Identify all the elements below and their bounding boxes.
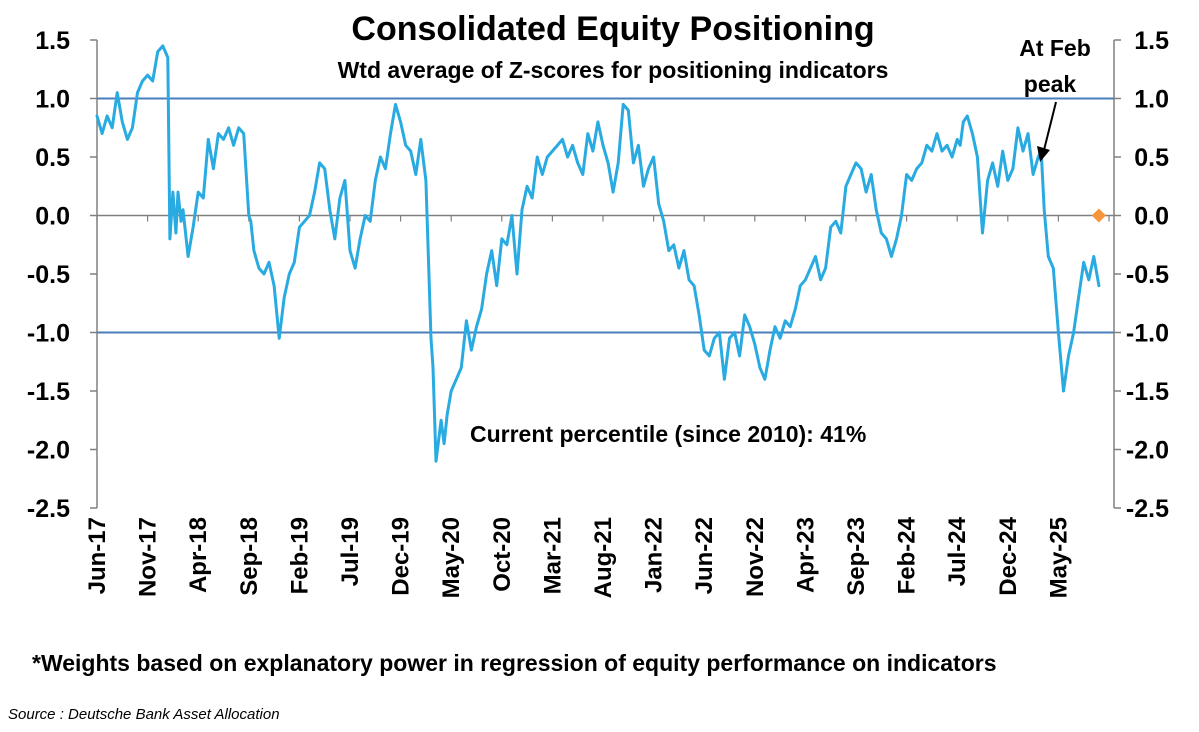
source-note: Source : Deutsche Bank Asset Allocation xyxy=(8,706,280,723)
annotation-feb-peak-line2: peak xyxy=(1024,71,1077,97)
y-tick-label-left: 1.5 xyxy=(35,27,70,55)
feb-peak-arrow-head xyxy=(1037,146,1050,162)
y-tick-label-left: -2.0 xyxy=(27,437,70,465)
y-tick-label-right: -2.0 xyxy=(1126,437,1169,465)
x-tick-label: May-20 xyxy=(438,517,465,598)
x-tick-label: Dec-19 xyxy=(388,517,415,596)
y-tick-label-left: 0.5 xyxy=(35,144,70,172)
x-tick-label: Jul-19 xyxy=(337,517,364,586)
x-tick-label: Nov-17 xyxy=(135,517,162,597)
y-tick-label-right: -2.5 xyxy=(1126,495,1169,523)
x-tick-label: May-25 xyxy=(1045,517,1072,598)
x-tick-label: Oct-20 xyxy=(489,517,516,592)
feb-peak-arrow-line xyxy=(1043,101,1057,151)
series-line-consolidated-positioning xyxy=(95,44,1101,463)
y-tick-label-right: -0.5 xyxy=(1126,261,1169,289)
x-tick-label: Feb-19 xyxy=(286,517,313,594)
y-tick-label-left: -1.5 xyxy=(27,378,70,406)
y-tick-label-left: -2.5 xyxy=(27,495,70,523)
current-point-marker xyxy=(1091,208,1106,223)
x-tick-label: Jun-17 xyxy=(84,517,111,594)
y-tick-label-right: 1.5 xyxy=(1134,27,1169,55)
x-tick-label: Apr-18 xyxy=(185,517,212,593)
chart-title: Consolidated Equity Positioning xyxy=(351,10,874,48)
footnote: *Weights based on explanatory power in r… xyxy=(32,650,997,676)
x-tick-label: Sep-18 xyxy=(236,517,263,596)
y-tick-label-right: 1.0 xyxy=(1134,86,1169,114)
y-tick-label-right: -1.0 xyxy=(1126,320,1169,348)
x-tick-label: Aug-21 xyxy=(590,517,617,598)
y-tick-label-left: 1.0 xyxy=(35,86,70,114)
x-tick-label: Feb-24 xyxy=(894,516,921,594)
x-tick-label: Jan-22 xyxy=(641,517,668,593)
y-tick-label-right: 0.5 xyxy=(1134,144,1169,172)
plot-area: 1.5 1.5 1.0 1.0 0.5 0.5 0.0 0.0 -0.5 -0.5 -1.0 -1.0… xyxy=(27,27,1169,598)
x-tick-label: Mar-21 xyxy=(539,517,566,594)
y-tick-label-left: -0.5 xyxy=(27,261,70,289)
x-tick-label: Jul-24 xyxy=(944,516,971,586)
x-tick-label: Sep-23 xyxy=(843,517,870,596)
annotation-percentile: Current percentile (since 2010): 41% xyxy=(470,421,866,447)
y-tick-label-left: -1.0 xyxy=(27,320,70,348)
y-tick-label-right: -1.5 xyxy=(1126,378,1169,406)
x-tick-label: Dec-24 xyxy=(995,516,1022,595)
x-tick-label: Jun-22 xyxy=(691,517,718,594)
y-tick-label-right: 0.0 xyxy=(1134,203,1169,231)
x-tick-label: Apr-23 xyxy=(792,517,819,593)
chart-subtitle: Wtd average of Z-scores for positioning … xyxy=(338,57,889,83)
annotation-feb-peak-line1: At Feb xyxy=(1019,35,1091,61)
y-tick-label-left: 0.0 xyxy=(35,203,70,231)
x-tick-label: Nov-22 xyxy=(742,517,769,597)
